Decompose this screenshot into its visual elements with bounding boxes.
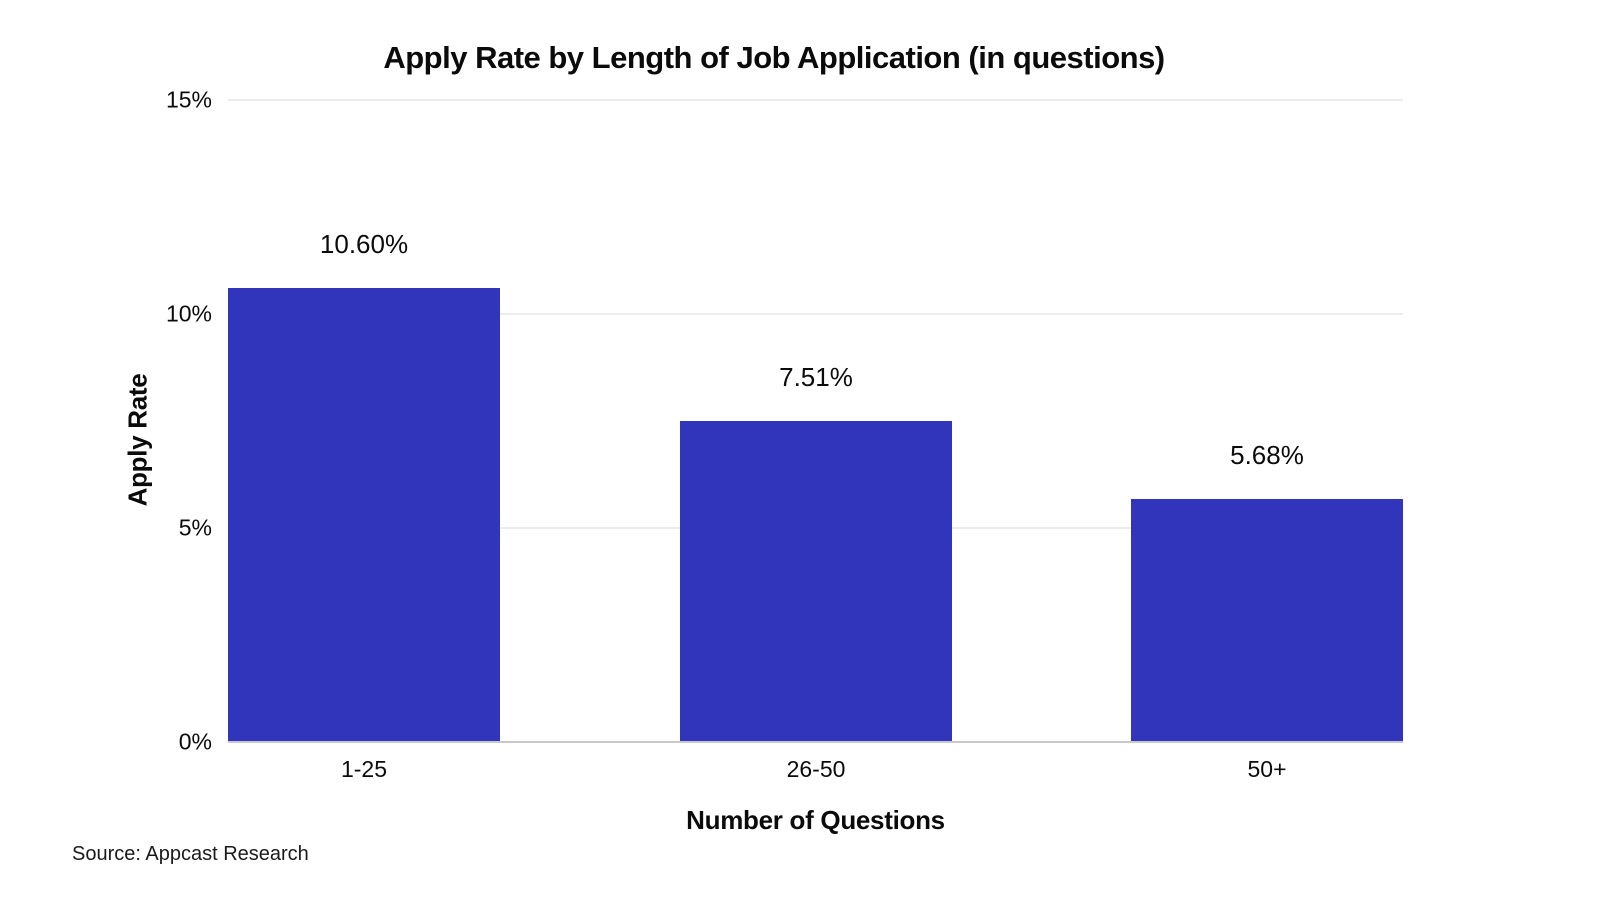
bar	[1131, 499, 1403, 742]
x-tick-label: 50+	[1247, 756, 1287, 782]
source-note: Source: Appcast Research	[72, 843, 309, 865]
bar-value-label: 5.68%	[1230, 440, 1304, 470]
y-tick-label: 5%	[178, 514, 212, 541]
bar	[680, 421, 952, 742]
bar-value-label: 7.51%	[779, 362, 853, 392]
bar	[228, 288, 500, 742]
y-tick-label: 0%	[178, 728, 212, 755]
gridline	[228, 99, 1403, 101]
x-axis-title: Number of Questions	[686, 805, 945, 835]
x-tick-label: 26-50	[786, 756, 846, 782]
chart-title: Apply Rate by Length of Job Application …	[383, 40, 1165, 75]
y-axis-title: Apply Rate	[122, 373, 153, 507]
y-tick-label: 15%	[165, 86, 212, 113]
gridline	[228, 313, 1403, 315]
y-tick-label: 10%	[165, 300, 212, 327]
x-axis-baseline	[228, 741, 1403, 743]
x-tick-label: 1-25	[340, 756, 388, 782]
bar-value-label: 10.60%	[319, 229, 409, 259]
plot-area: 0% 5% 10% 15% 10.60% 1-25 7.51% 26-50 5.68% 50+	[166, 87, 1403, 782]
